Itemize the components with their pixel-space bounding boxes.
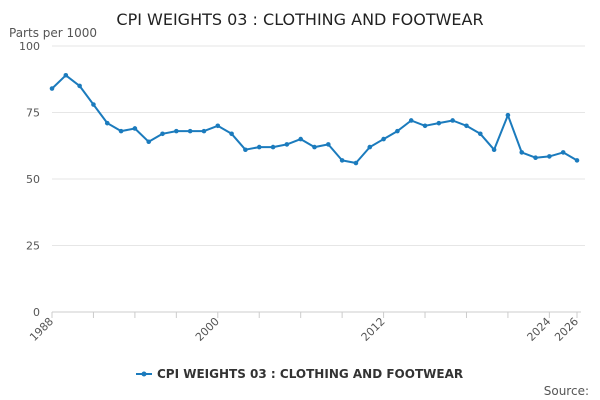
data-point-2002[interactable]	[243, 147, 248, 153]
data-point-1994[interactable]	[132, 126, 138, 131]
data-point-2007[interactable]	[312, 144, 317, 150]
data-point-2025[interactable]	[560, 150, 566, 155]
data-point-2018[interactable]	[464, 123, 469, 129]
data-point-2016[interactable]	[436, 120, 442, 126]
source-label: Source:	[544, 384, 589, 398]
data-point-2006[interactable]	[298, 136, 303, 142]
y-tick-label-50: 50	[26, 173, 40, 186]
y-tick-label-100: 100	[19, 40, 40, 53]
data-point-1996[interactable]	[160, 131, 165, 137]
x-tick-label-2026: 2026	[552, 315, 581, 344]
data-point-1990[interactable]	[77, 83, 82, 89]
data-point-1993[interactable]	[118, 128, 124, 134]
data-point-2013[interactable]	[395, 128, 400, 134]
data-point-2026[interactable]	[574, 158, 580, 163]
data-point-2004[interactable]	[270, 144, 276, 150]
data-point-2003[interactable]	[256, 144, 262, 150]
legend-entry-label: CPI WEIGHTS 03 : CLOTHING AND FOOTWEAR	[157, 367, 463, 381]
data-point-2008[interactable]	[326, 142, 331, 147]
y-tick-label-0: 0	[33, 306, 40, 319]
data-point-2005[interactable]	[284, 142, 290, 147]
y-tick-label-25: 25	[26, 240, 40, 253]
data-point-1998[interactable]	[187, 128, 193, 134]
y-axis-label: Parts per 1000	[9, 26, 97, 40]
chart-title: CPI WEIGHTS 03 : CLOTHING AND FOOTWEAR	[116, 10, 483, 29]
data-point-1992[interactable]	[104, 120, 110, 126]
data-point-2019[interactable]	[477, 131, 483, 137]
data-point-2015[interactable]	[422, 123, 428, 129]
data-point-2014[interactable]	[408, 118, 414, 123]
series-clothing-footwear	[49, 72, 580, 166]
y-axis: 0 25 50 75 100	[19, 40, 40, 319]
data-point-1999[interactable]	[201, 128, 207, 134]
x-tick-label-2000: 2000	[193, 315, 222, 344]
x-tick-label-1988: 1988	[27, 315, 56, 344]
data-point-1988[interactable]	[49, 86, 55, 91]
data-point-1997[interactable]	[174, 128, 179, 134]
x-tick-label-2012: 2012	[359, 315, 388, 344]
data-point-2011[interactable]	[367, 144, 373, 150]
data-point-2000[interactable]	[215, 123, 221, 129]
data-point-2021[interactable]	[505, 112, 511, 118]
data-point-2009[interactable]	[339, 158, 345, 163]
x-tick-label-2024: 2024	[524, 315, 553, 344]
legend-point-marker	[141, 371, 147, 377]
data-point-2022[interactable]	[519, 150, 525, 155]
data-point-2024[interactable]	[547, 154, 552, 159]
data-point-1991[interactable]	[91, 102, 96, 107]
legend[interactable]: CPI WEIGHTS 03 : CLOTHING AND FOOTWEAR	[136, 367, 463, 381]
data-point-2023[interactable]	[533, 155, 538, 161]
data-point-2001[interactable]	[229, 131, 234, 137]
data-point-2010[interactable]	[353, 160, 359, 166]
data-point-2020[interactable]	[491, 147, 497, 153]
y-tick-label-75: 75	[26, 107, 40, 120]
grid	[52, 45, 585, 246]
data-point-2017[interactable]	[450, 118, 455, 123]
data-point-2012[interactable]	[381, 136, 386, 142]
series-line	[51, 74, 578, 164]
data-point-1995[interactable]	[146, 139, 152, 145]
data-point-1989[interactable]	[63, 72, 69, 78]
